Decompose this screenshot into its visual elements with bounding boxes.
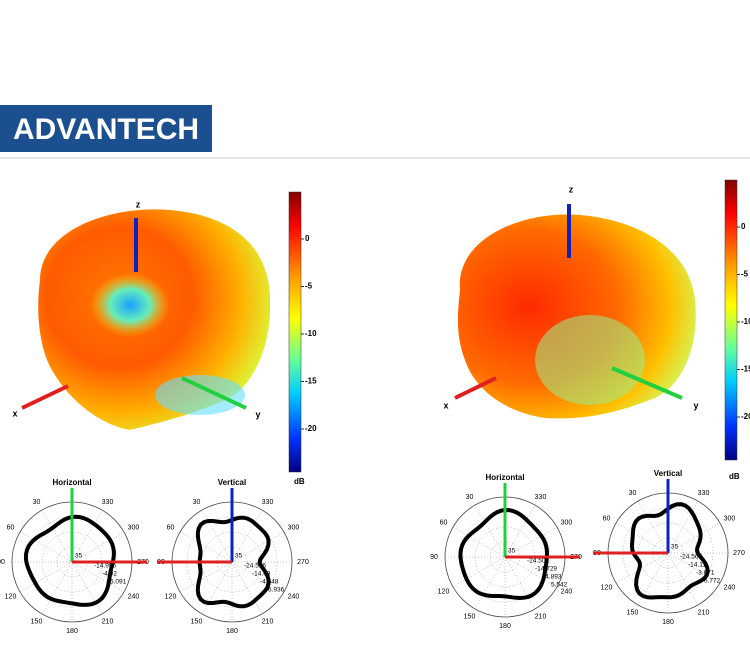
colorbar-tick-label: -15 <box>305 377 317 386</box>
colorbar <box>724 179 738 461</box>
polar-title: Vertical <box>654 469 682 478</box>
y-label: y <box>255 409 260 419</box>
polar-annotation: -14.03 <box>252 571 271 578</box>
polar-angle-label: 90 <box>0 559 5 566</box>
polar-annotation: 6.772 <box>704 578 721 585</box>
polar-angle-label: 300 <box>288 524 300 531</box>
polar-angle-label: 330 <box>262 499 274 506</box>
polar-angle-label: 210 <box>102 619 114 626</box>
polar-annotation: -4.893 <box>543 574 562 581</box>
polar-annotation: -3.671 <box>696 570 715 577</box>
colorbar-tick-label: -15 <box>741 365 750 374</box>
colorbar-unit: dB <box>729 472 740 481</box>
colorbar-tick-label: -20 <box>741 412 750 421</box>
colorbar-tick-label: 0 <box>741 222 746 231</box>
blob-left <box>38 209 271 430</box>
z-label: z <box>136 199 141 209</box>
polar-annotation: 35 <box>75 553 83 560</box>
polar-angle-label: 300 <box>128 524 140 531</box>
polar-pattern <box>23 514 116 607</box>
polar-annotation: -24.516 <box>244 563 266 570</box>
colorbar-tick-label: -5 <box>741 270 749 279</box>
polar-angle-label: 270 <box>733 550 745 557</box>
polar-angle-label: 150 <box>31 619 43 626</box>
polar-angle-label: 240 <box>288 593 300 600</box>
polar-angle-label: 30 <box>466 494 474 501</box>
x-label: x <box>12 408 17 418</box>
polar-angle-label: 180 <box>66 628 78 635</box>
colorbar-tick-label: -10 <box>741 317 750 326</box>
polar-angle-label: 300 <box>724 515 736 522</box>
colorbar <box>288 191 302 473</box>
polar-angle-label: 60 <box>7 524 15 531</box>
polar-angle-label: 180 <box>662 619 674 626</box>
colorbar-tick-label: 0 <box>305 234 310 243</box>
polar-angle-label: 180 <box>499 623 511 630</box>
polar-annotation: -4.548 <box>260 579 279 586</box>
x-axis <box>454 376 497 400</box>
polar-angle-label: 240 <box>561 588 573 595</box>
polar-angle-label: 120 <box>5 593 17 600</box>
polar-annotation: 35 <box>671 544 679 551</box>
polar-annotation: -4.92 <box>102 571 117 578</box>
polar-annotation: 5.091 <box>110 579 127 586</box>
polar-annotation: 35 <box>508 548 516 555</box>
polar-annotation: 6.936 <box>268 587 285 594</box>
polar-annotation: 5.542 <box>551 582 568 589</box>
polar-angle-label: 210 <box>535 614 547 621</box>
polar-angle-label: 90 <box>430 554 438 561</box>
polar-angle-label: 120 <box>438 588 450 595</box>
y-axis <box>611 366 683 400</box>
polar-title: Vertical <box>218 478 246 487</box>
colorbar-tick-label: -5 <box>305 282 313 291</box>
colorbar-tick-label: -10 <box>305 329 317 338</box>
x-label: x <box>443 400 448 410</box>
polar-annotation: 35 <box>235 553 243 560</box>
polar-angle-label: 180 <box>226 628 238 635</box>
polar-pattern <box>458 507 550 601</box>
polar-annotation: -24.501 <box>527 558 549 565</box>
polar-title: Horizontal <box>485 473 524 482</box>
polar-angle-label: 240 <box>724 584 736 591</box>
polar-annotation: -14.955 <box>94 563 116 570</box>
polar-angle-label: 150 <box>464 614 476 621</box>
polar-title: Horizontal <box>52 478 91 487</box>
polar-angle-label: 330 <box>102 499 114 506</box>
polar-angle-label: 210 <box>698 610 710 617</box>
polar-angle-label: 240 <box>128 593 140 600</box>
colorbar-unit: dB <box>294 477 305 486</box>
polar-angle-label: 60 <box>167 524 175 531</box>
polar-pattern <box>195 515 271 609</box>
polar-annotation: -14.11 <box>688 562 706 569</box>
polar-angle-label: 120 <box>601 584 613 591</box>
polar-pattern <box>629 502 710 600</box>
polar-angle-label: 60 <box>440 519 448 526</box>
logo-box <box>0 105 212 152</box>
polar-angle-label: 270 <box>297 559 309 566</box>
colorbar-tick-label: -20 <box>305 424 317 433</box>
y-label: y <box>693 400 698 410</box>
polar-angle-label: 30 <box>193 499 201 506</box>
polar-angle-label: 300 <box>561 519 573 526</box>
polar-angle-label: 150 <box>191 619 203 626</box>
y-axis <box>181 376 247 410</box>
polar-angle-label: 60 <box>603 515 611 522</box>
polar-angle-label: 30 <box>33 499 41 506</box>
logo: ADVANTECH <box>13 113 199 146</box>
polar-angle-label: 330 <box>698 490 710 497</box>
x-axis <box>21 384 69 410</box>
polar-angle-label: 120 <box>165 593 177 600</box>
polar-annotation: -14.729 <box>535 566 557 573</box>
blob-right <box>457 214 696 419</box>
polar-angle-label: 150 <box>627 610 639 617</box>
polar-angle-label: 30 <box>629 490 637 497</box>
polar-angle-label: 210 <box>262 619 274 626</box>
polar-annotation: -24.567 <box>680 554 702 561</box>
z-label: z <box>569 184 574 194</box>
polar-angle-label: 330 <box>535 494 547 501</box>
